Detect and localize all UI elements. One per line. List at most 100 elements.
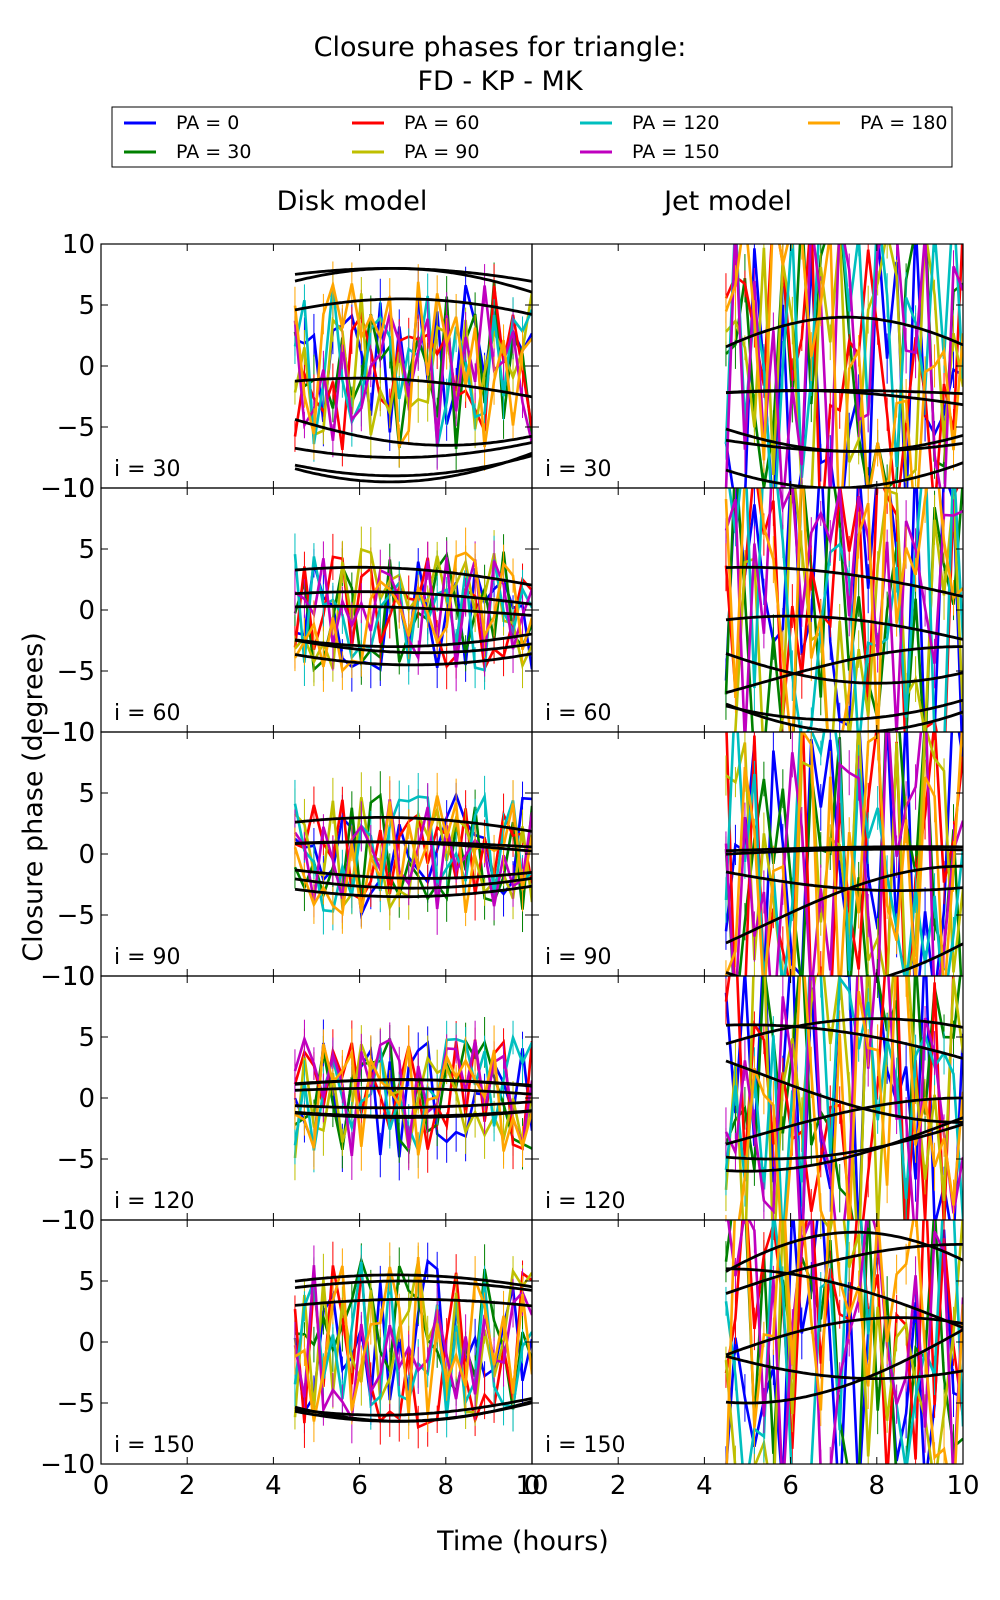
inclination-label: i = 90 — [545, 945, 612, 970]
y-tick-label: 5 — [78, 779, 95, 809]
model-curve — [725, 1122, 963, 1161]
y-tick-label: 5 — [78, 1267, 95, 1297]
inclination-label: i = 90 — [114, 945, 181, 970]
y-tick-label: 5 — [78, 535, 95, 565]
y-tick-label: −5 — [57, 1145, 95, 1175]
chart-title-line-2: FD - KP - MK — [417, 66, 583, 97]
y-tick-label: 5 — [78, 1023, 95, 1053]
inclination-label: i = 30 — [545, 457, 612, 482]
data-line — [293, 791, 532, 913]
model-curve — [725, 942, 963, 976]
model-curve — [725, 565, 963, 598]
data-line — [294, 547, 532, 670]
data-line — [293, 551, 532, 674]
data-line — [724, 488, 963, 732]
model-curve — [726, 1267, 963, 1330]
model-curve — [725, 1354, 963, 1380]
x-tick-label: 8 — [438, 1471, 455, 1501]
panel-disk-90: 10 5 0 −5 −10 i = 90 — [40, 718, 533, 992]
model-curve — [294, 297, 532, 316]
model-curve — [294, 376, 532, 399]
model-curve — [725, 652, 963, 685]
y-tick-label: −5 — [57, 413, 95, 443]
inclination-label: i = 120 — [114, 1189, 195, 1214]
model-curve — [294, 1297, 532, 1308]
model-curve — [725, 864, 963, 945]
inclination-label: i = 150 — [545, 1433, 626, 1458]
y-tick-label: 0 — [78, 840, 95, 870]
data-line — [725, 1220, 963, 1464]
model-curve — [294, 1086, 532, 1096]
model-curve — [294, 441, 532, 459]
y-tick-label: −5 — [57, 1389, 95, 1419]
model-curve — [294, 868, 532, 880]
x-tick-label: 6 — [351, 1471, 368, 1501]
y-tick-label: −10 — [40, 474, 95, 504]
column-title-jet: Jet model — [662, 186, 792, 217]
data-line — [294, 1257, 532, 1422]
y-tick-label: 10 — [62, 962, 95, 992]
model-curve — [725, 1230, 963, 1273]
model-curve — [294, 1279, 532, 1292]
y-tick-label: 10 — [62, 718, 95, 748]
model-curve — [294, 1109, 532, 1119]
x-tick-label: 2 — [610, 1471, 627, 1501]
legend-label: PA = 120 — [632, 112, 720, 134]
y-tick-label: 0 — [78, 1328, 95, 1358]
data-line — [724, 732, 963, 976]
model-curve — [294, 840, 532, 853]
y-tick-label: −10 — [40, 962, 95, 992]
model-curve — [725, 315, 963, 349]
x-tick-label: 0 — [93, 1471, 110, 1501]
chart-title-line-1: Closure phases for triangle: — [314, 32, 687, 63]
legend: PA = 0 PA = 30 PA = 60 PA = 90 PA = 120 PA = … — [111, 106, 953, 168]
model-curve — [294, 1100, 532, 1110]
model-curve — [725, 1023, 963, 1060]
panel-jet-90: i = 90 — [531, 731, 964, 977]
x-tick-label: 2 — [179, 1471, 196, 1501]
data-line — [293, 795, 532, 917]
legend-label: PA = 150 — [632, 141, 720, 163]
data-line — [293, 555, 532, 673]
ticks — [531, 243, 964, 489]
inclination-label: i = 60 — [545, 701, 612, 726]
model-curve — [294, 884, 532, 899]
data-line — [724, 976, 963, 1220]
model-curve — [294, 638, 532, 655]
model-curve — [725, 1328, 963, 1405]
model-curve — [294, 418, 532, 447]
model-curve — [725, 645, 963, 695]
y-tick-label: 0 — [78, 352, 95, 382]
y-tick-label: −10 — [40, 718, 95, 748]
legend-label: PA = 60 — [404, 112, 479, 134]
model-curve — [725, 870, 963, 892]
x-tick-label: 6 — [782, 1471, 799, 1501]
y-tick-label: 10 — [62, 1206, 95, 1236]
panel-disk-60: 10 5 0 −5 −10 i = 60 — [40, 474, 533, 748]
data-line — [293, 279, 532, 450]
model-curve — [294, 267, 532, 294]
model-curve — [294, 632, 532, 648]
legend-label: PA = 30 — [176, 141, 251, 163]
y-tick-label: 5 — [78, 291, 95, 321]
column-title-disk: Disk model — [277, 186, 428, 217]
x-tick-label: 10 — [946, 1471, 979, 1501]
model-curve — [725, 698, 963, 722]
legend-label: PA = 90 — [404, 141, 479, 163]
x-tick-label: 4 — [265, 1471, 282, 1501]
y-tick-label: −5 — [57, 901, 95, 931]
panel-jet-150: 0 2 4 6 8 10 i = 150 — [524, 1219, 980, 1501]
model-curve — [725, 1096, 963, 1146]
model-curve — [294, 1078, 532, 1088]
model-curve — [725, 1116, 963, 1173]
ticks — [100, 1219, 533, 1465]
model-curve — [294, 876, 532, 890]
legend-label: PA = 180 — [860, 112, 948, 134]
model-curve — [725, 845, 963, 853]
y-axis-label: Closure phase (degrees) — [18, 632, 49, 962]
data-line — [737, 976, 963, 1220]
model-curve — [725, 389, 963, 407]
model-curve — [725, 614, 963, 641]
inclination-label: i = 150 — [114, 1433, 195, 1458]
